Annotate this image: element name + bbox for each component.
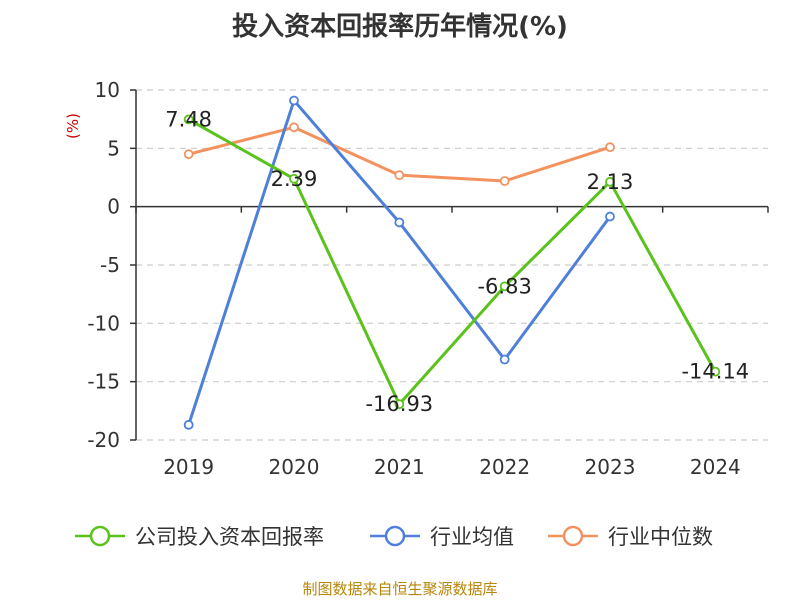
data-point xyxy=(499,281,510,292)
legend-swatch-marker xyxy=(89,525,111,547)
data-point xyxy=(183,149,194,160)
x-tick-label: 2024 xyxy=(690,455,741,479)
data-point xyxy=(605,176,615,187)
data-point xyxy=(394,399,405,410)
legend-label: 行业中位数 xyxy=(608,525,713,549)
data-label: -14.14 xyxy=(681,360,749,384)
legend-item[interactable]: 公司投入资本回报率 xyxy=(75,525,324,549)
data-point xyxy=(183,114,194,125)
series-line xyxy=(187,118,717,406)
data-point xyxy=(289,173,299,184)
data-point xyxy=(289,122,299,133)
data-point xyxy=(394,217,405,228)
data-source-note: 制图数据来自恒生聚源数据库 xyxy=(302,580,498,598)
data-point xyxy=(605,211,615,222)
x-tick-label: 2023 xyxy=(585,455,636,479)
legend-label: 公司投入资本回报率 xyxy=(135,525,324,549)
y-tick-label: 5 xyxy=(107,136,120,160)
data-point xyxy=(289,95,299,106)
data-point xyxy=(183,419,194,430)
y-tick-label: -10 xyxy=(87,311,120,335)
x-tick-label: 2021 xyxy=(374,455,425,479)
chart-title: 投入资本回报率历年情况(%) xyxy=(232,12,568,42)
data-point xyxy=(394,170,405,181)
legend-swatch-marker xyxy=(562,525,584,547)
data-point xyxy=(499,176,510,186)
legend-item[interactable]: 行业中位数 xyxy=(548,525,713,549)
x-tick-label: 2022 xyxy=(479,455,530,479)
y-tick-label: 10 xyxy=(95,78,120,102)
data-point xyxy=(710,366,721,377)
y-tick-label: -15 xyxy=(87,370,120,394)
x-tick-label: 2020 xyxy=(269,455,320,479)
series-line xyxy=(187,99,612,426)
y-tick-label: -5 xyxy=(100,253,120,277)
data-point xyxy=(499,354,510,365)
legend-swatch-marker xyxy=(384,525,406,547)
x-tick-label: 2019 xyxy=(163,455,214,479)
data-label: 2.13 xyxy=(587,170,634,194)
y-axis-unit-label: (%) xyxy=(64,113,82,139)
legend-label: 行业均值 xyxy=(430,525,514,549)
data-label: -6.83 xyxy=(477,274,531,298)
data-point xyxy=(605,142,615,153)
y-tick-label: -20 xyxy=(87,428,120,452)
data-label: -16.93 xyxy=(365,392,433,416)
legend-item[interactable]: 行业均值 xyxy=(370,525,514,549)
y-tick-label: 0 xyxy=(107,195,120,219)
data-label: 7.48 xyxy=(165,107,212,131)
data-label: 2.39 xyxy=(271,167,318,191)
